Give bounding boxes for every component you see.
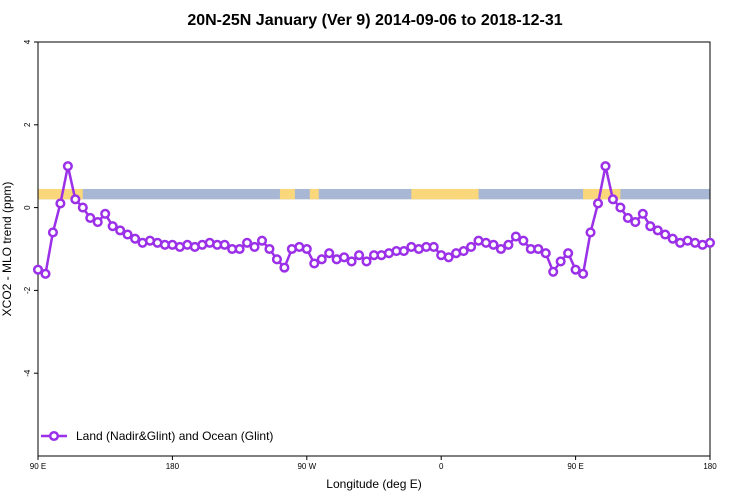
data-point (607, 194, 618, 205)
data-point (533, 243, 544, 255)
y-tick-label: -2 (23, 286, 32, 294)
y-tick-label: -4 (23, 369, 32, 377)
data-point (600, 161, 611, 172)
x-axis: 90 E 180 90 W 0 90 E 180 (30, 456, 717, 471)
data-point (667, 233, 678, 244)
data-point (256, 235, 268, 246)
data-point (615, 202, 626, 213)
land-segment (460, 188, 479, 200)
ocean-band (38, 188, 710, 200)
data-point (354, 250, 365, 261)
data-point (62, 161, 73, 172)
land-segment (279, 188, 295, 200)
data-point (563, 248, 574, 259)
data-point (70, 194, 81, 205)
x-tick-label: 90 W (297, 462, 316, 471)
data-point (578, 268, 589, 279)
plot-frame (37, 41, 711, 457)
data-point (264, 243, 275, 255)
data-point (428, 241, 439, 252)
data-point (548, 266, 559, 277)
y-axis-label: XCO2 - MLO trend (ppm) (0, 182, 14, 317)
legend-marker (48, 430, 60, 442)
data-point (85, 212, 96, 223)
data-point (398, 246, 409, 257)
data-point (645, 221, 656, 232)
data-point (219, 239, 230, 250)
data-point (279, 262, 290, 273)
data-point (503, 239, 514, 250)
data-point (301, 243, 312, 255)
series (32, 161, 716, 279)
legend-label: Land (Nadir&Glint) and Ocean (Glint) (76, 429, 273, 443)
data-point (249, 241, 260, 252)
data-point (40, 268, 51, 279)
data-point (316, 254, 327, 265)
y-tick-label: 4 (23, 39, 32, 44)
data-point (324, 248, 335, 259)
data-point (107, 221, 118, 232)
data-point (585, 227, 596, 238)
legend: Land (Nadir&Glint) and Ocean (Glint) (41, 429, 273, 443)
x-tick-label: 180 (166, 462, 180, 471)
data-point (346, 256, 357, 267)
land-segment (38, 188, 83, 200)
land-ocean-band (38, 188, 710, 200)
y-axis: -4 -2 0 2 4 (23, 39, 38, 377)
data-point (510, 231, 521, 242)
data-point (570, 264, 581, 275)
data-point (592, 198, 604, 209)
data-point (115, 225, 126, 236)
data-point (622, 212, 633, 223)
data-point (540, 248, 551, 259)
data-point (55, 198, 66, 209)
data-point (32, 264, 44, 275)
data-point (458, 246, 469, 257)
data-point (488, 239, 499, 250)
data-point (100, 208, 111, 219)
data-point (234, 243, 245, 255)
data-point (92, 217, 103, 228)
data-point (652, 225, 663, 236)
data-point (704, 237, 716, 248)
data-point (518, 235, 529, 246)
data-point (361, 256, 372, 267)
data-point (242, 237, 253, 248)
data-point (47, 227, 58, 238)
x-tick-label: 180 (703, 462, 717, 471)
data-point (443, 252, 454, 263)
x-tick-label: 90 E (30, 462, 46, 471)
land-segment (411, 188, 464, 200)
data-point (271, 254, 282, 265)
data-point (130, 233, 141, 244)
data-point (495, 243, 506, 255)
land-segment (583, 188, 621, 200)
chart-title: 20N-25N January (Ver 9) 2014-09-06 to 20… (187, 12, 562, 29)
data-point (466, 241, 477, 252)
land-segment (309, 188, 319, 200)
data-point (555, 256, 566, 267)
x-axis-label: Longitude (deg E) (326, 477, 421, 491)
data-point (630, 217, 641, 228)
data-point (339, 252, 350, 263)
data-point (660, 229, 671, 240)
data-point (309, 258, 320, 269)
y-tick-label: 2 (23, 122, 32, 127)
x-tick-label: 90 E (567, 462, 583, 471)
data-point (77, 202, 88, 213)
x-tick-label: 0 (439, 462, 444, 471)
y-tick-label: 0 (23, 205, 32, 210)
data-point (122, 229, 133, 240)
data-point (637, 208, 648, 219)
